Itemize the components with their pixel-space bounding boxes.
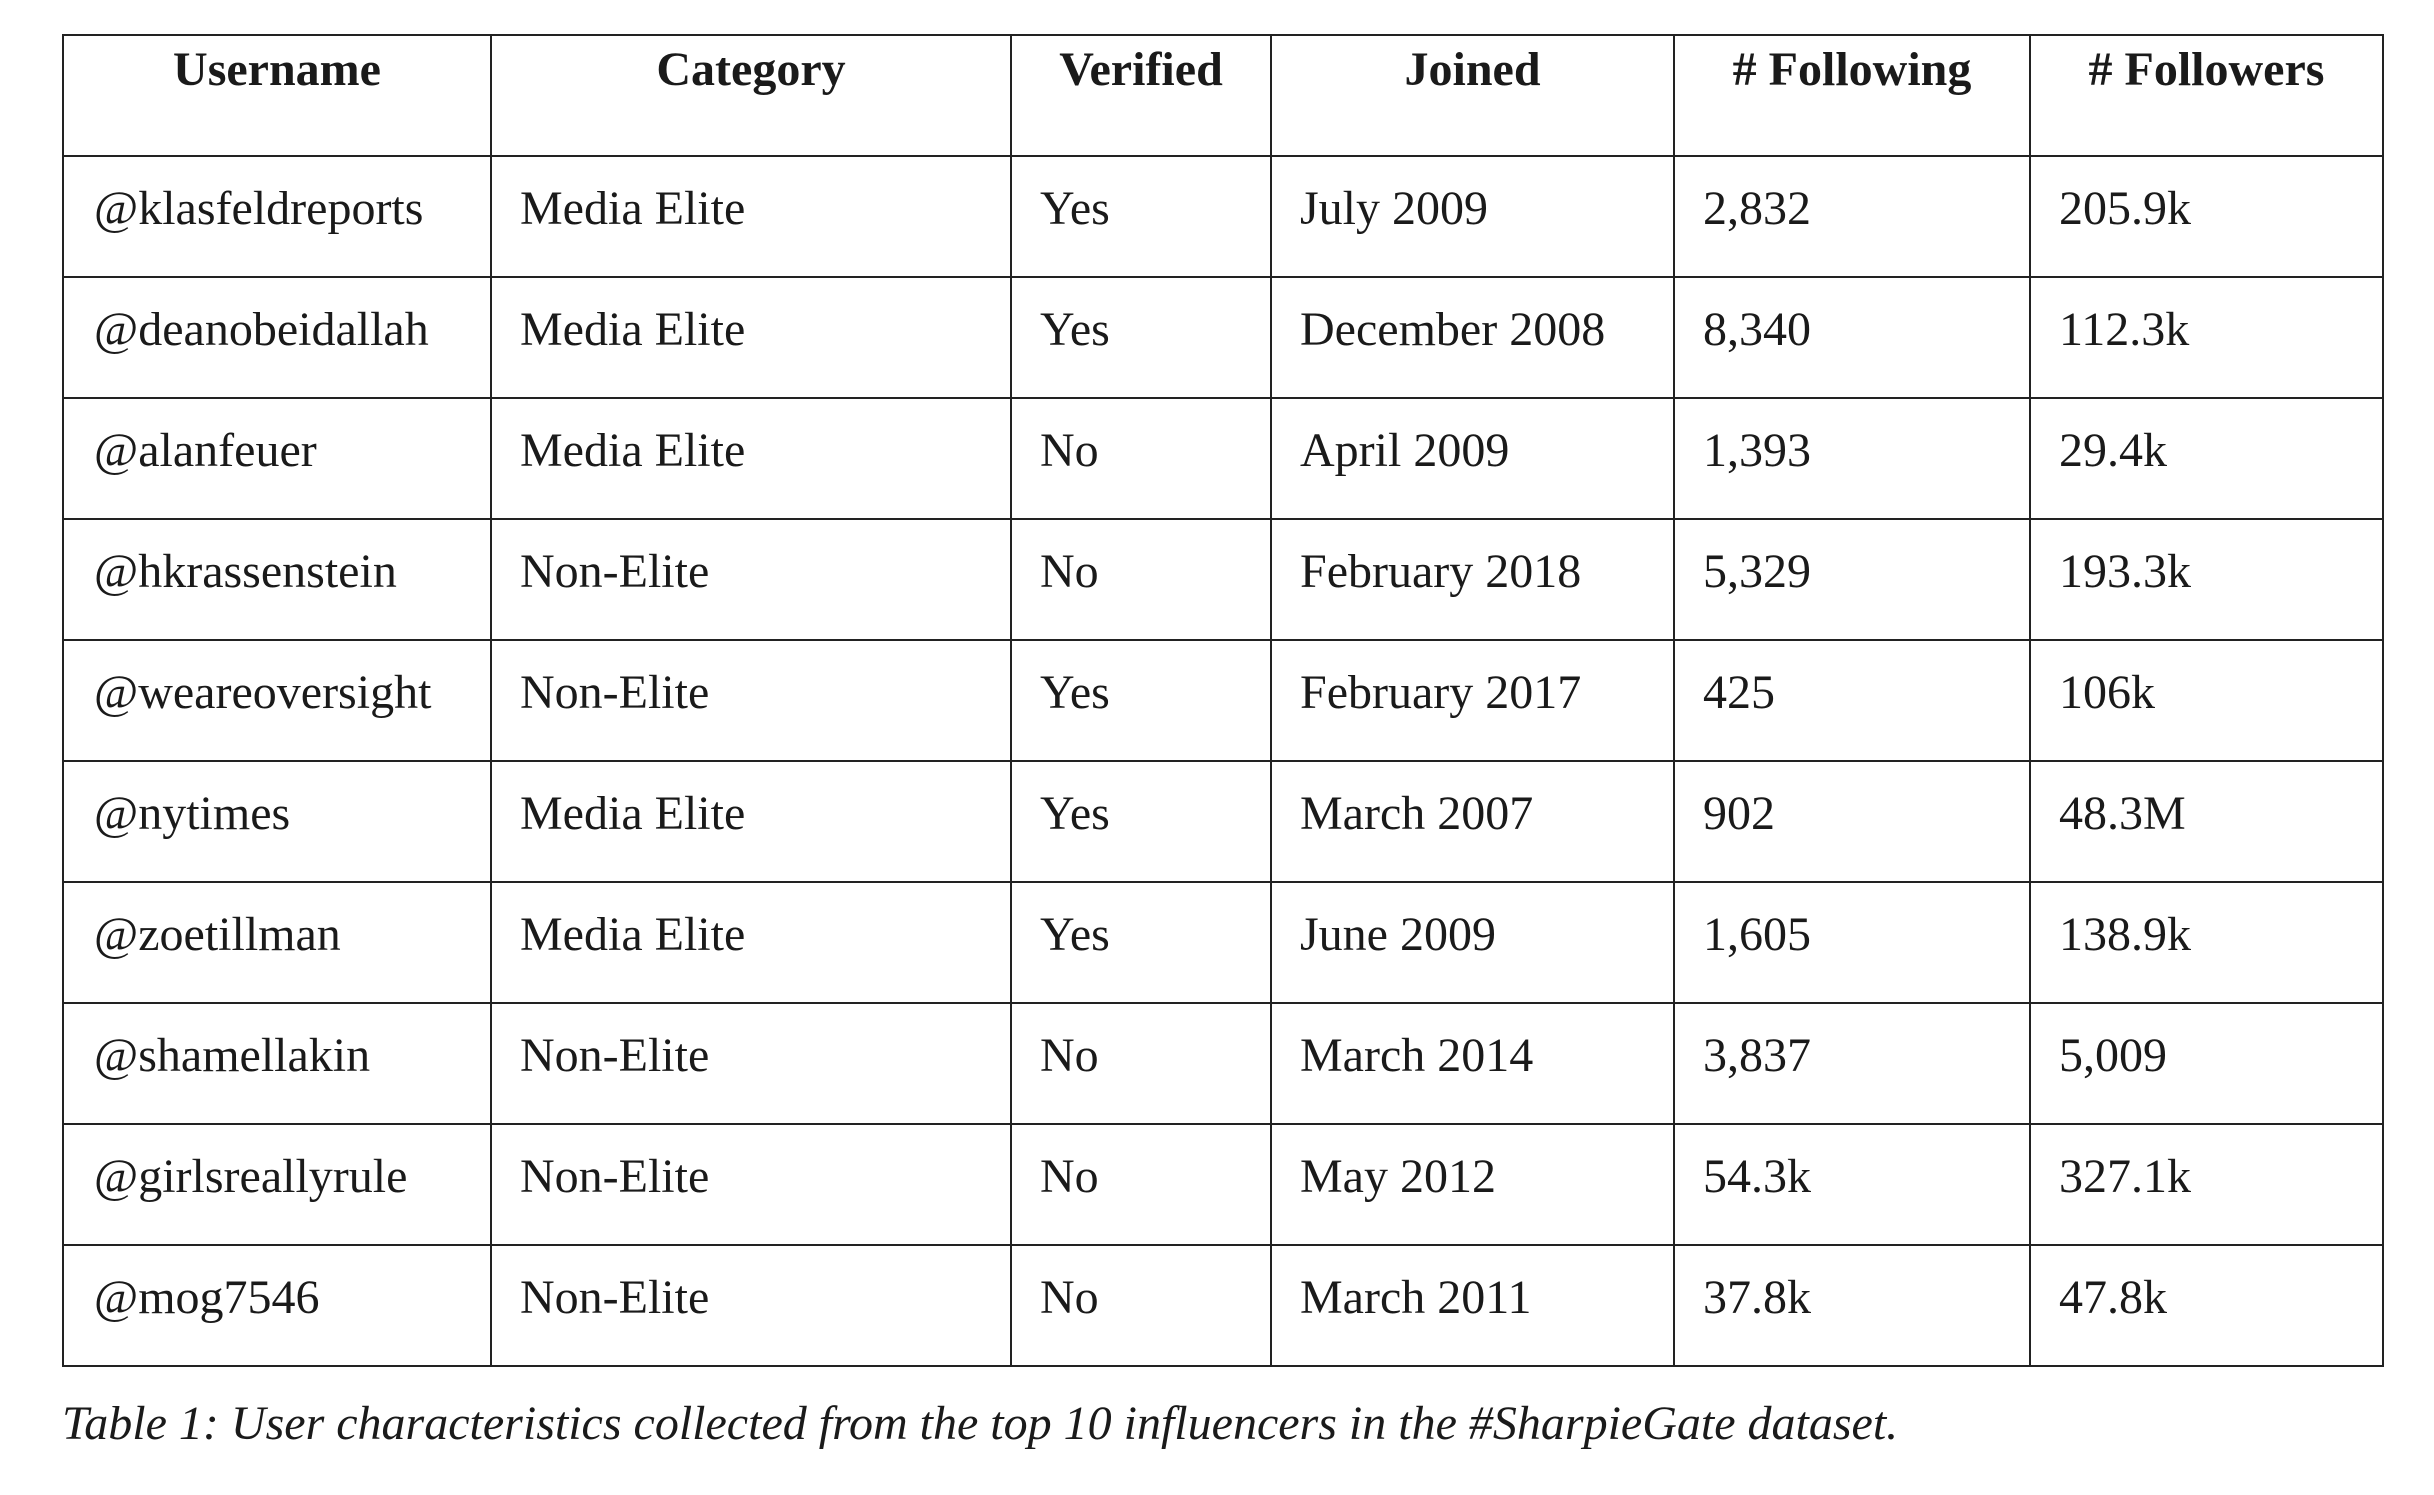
cell-category: Non-Elite bbox=[490, 1002, 1012, 1125]
influencer-table-container: Username Category Verified Joined # Foll… bbox=[62, 34, 2384, 1367]
header-category: Category bbox=[490, 34, 1012, 157]
cell-username: @alanfeuer bbox=[62, 397, 492, 520]
cell-followers: 193.3k bbox=[2029, 518, 2384, 641]
cell-verified: Yes bbox=[1010, 155, 1272, 278]
table-body: @klasfeldreports Media Elite Yes July 20… bbox=[62, 155, 2384, 1367]
cell-category: Non-Elite bbox=[490, 1123, 1012, 1246]
cell-joined: April 2009 bbox=[1270, 397, 1675, 520]
cell-verified: No bbox=[1010, 518, 1272, 641]
cell-followers: 138.9k bbox=[2029, 881, 2384, 1004]
cell-followers: 327.1k bbox=[2029, 1123, 2384, 1246]
cell-joined: July 2009 bbox=[1270, 155, 1675, 278]
cell-verified: Yes bbox=[1010, 881, 1272, 1004]
cell-following: 1,605 bbox=[1673, 881, 2031, 1004]
cell-category: Non-Elite bbox=[490, 639, 1012, 762]
cell-joined: May 2012 bbox=[1270, 1123, 1675, 1246]
cell-followers: 48.3M bbox=[2029, 760, 2384, 883]
cell-username: @mog7546 bbox=[62, 1244, 492, 1367]
cell-following: 5,329 bbox=[1673, 518, 2031, 641]
cell-following: 1,393 bbox=[1673, 397, 2031, 520]
cell-following: 425 bbox=[1673, 639, 2031, 762]
table-row: @girlsreallyrule Non-Elite No May 2012 5… bbox=[62, 1123, 2384, 1246]
cell-joined: June 2009 bbox=[1270, 881, 1675, 1004]
cell-followers: 29.4k bbox=[2029, 397, 2384, 520]
cell-joined: March 2011 bbox=[1270, 1244, 1675, 1367]
cell-following: 54.3k bbox=[1673, 1123, 2031, 1246]
header-following: # Following bbox=[1673, 34, 2031, 157]
cell-verified: No bbox=[1010, 397, 1272, 520]
cell-followers: 106k bbox=[2029, 639, 2384, 762]
cell-joined: March 2007 bbox=[1270, 760, 1675, 883]
cell-category: Non-Elite bbox=[490, 518, 1012, 641]
header-verified: Verified bbox=[1010, 34, 1272, 157]
cell-category: Media Elite bbox=[490, 155, 1012, 278]
cell-username: @deanobeidallah bbox=[62, 276, 492, 399]
cell-following: 902 bbox=[1673, 760, 2031, 883]
cell-category: Media Elite bbox=[490, 397, 1012, 520]
cell-joined: March 2014 bbox=[1270, 1002, 1675, 1125]
cell-following: 8,340 bbox=[1673, 276, 2031, 399]
cell-username: @weareoversight bbox=[62, 639, 492, 762]
header-followers: # Followers bbox=[2029, 34, 2384, 157]
table-caption: Table 1: User characteristics collected … bbox=[62, 1397, 1899, 1450]
cell-verified: Yes bbox=[1010, 276, 1272, 399]
cell-joined: December 2008 bbox=[1270, 276, 1675, 399]
cell-followers: 205.9k bbox=[2029, 155, 2384, 278]
cell-verified: Yes bbox=[1010, 760, 1272, 883]
header-row: Username Category Verified Joined # Foll… bbox=[62, 34, 2384, 157]
cell-verified: No bbox=[1010, 1002, 1272, 1125]
cell-followers: 5,009 bbox=[2029, 1002, 2384, 1125]
cell-verified: No bbox=[1010, 1123, 1272, 1246]
cell-following: 2,832 bbox=[1673, 155, 2031, 278]
cell-username: @zoetillman bbox=[62, 881, 492, 1004]
cell-username: @shamellakin bbox=[62, 1002, 492, 1125]
table-row: @mog7546 Non-Elite No March 2011 37.8k 4… bbox=[62, 1244, 2384, 1367]
cell-category: Media Elite bbox=[490, 276, 1012, 399]
cell-verified: No bbox=[1010, 1244, 1272, 1367]
cell-following: 37.8k bbox=[1673, 1244, 2031, 1367]
cell-followers: 112.3k bbox=[2029, 276, 2384, 399]
cell-username: @klasfeldreports bbox=[62, 155, 492, 278]
cell-username: @nytimes bbox=[62, 760, 492, 883]
table-row: @klasfeldreports Media Elite Yes July 20… bbox=[62, 155, 2384, 278]
table-row: @nytimes Media Elite Yes March 2007 902 … bbox=[62, 760, 2384, 883]
header-username: Username bbox=[62, 34, 492, 157]
cell-username: @girlsreallyrule bbox=[62, 1123, 492, 1246]
table-row: @hkrassenstein Non-Elite No February 201… bbox=[62, 518, 2384, 641]
table-row: @deanobeidallah Media Elite Yes December… bbox=[62, 276, 2384, 399]
table-header: Username Category Verified Joined # Foll… bbox=[62, 34, 2384, 157]
cell-category: Non-Elite bbox=[490, 1244, 1012, 1367]
table-row: @zoetillman Media Elite Yes June 2009 1,… bbox=[62, 881, 2384, 1004]
header-joined: Joined bbox=[1270, 34, 1675, 157]
cell-joined: February 2017 bbox=[1270, 639, 1675, 762]
cell-joined: February 2018 bbox=[1270, 518, 1675, 641]
influencer-table: Username Category Verified Joined # Foll… bbox=[62, 34, 2384, 1367]
cell-verified: Yes bbox=[1010, 639, 1272, 762]
table-row: @weareoversight Non-Elite Yes February 2… bbox=[62, 639, 2384, 762]
cell-category: Media Elite bbox=[490, 881, 1012, 1004]
cell-followers: 47.8k bbox=[2029, 1244, 2384, 1367]
cell-username: @hkrassenstein bbox=[62, 518, 492, 641]
cell-following: 3,837 bbox=[1673, 1002, 2031, 1125]
table-row: @shamellakin Non-Elite No March 2014 3,8… bbox=[62, 1002, 2384, 1125]
table-row: @alanfeuer Media Elite No April 2009 1,3… bbox=[62, 397, 2384, 520]
cell-category: Media Elite bbox=[490, 760, 1012, 883]
